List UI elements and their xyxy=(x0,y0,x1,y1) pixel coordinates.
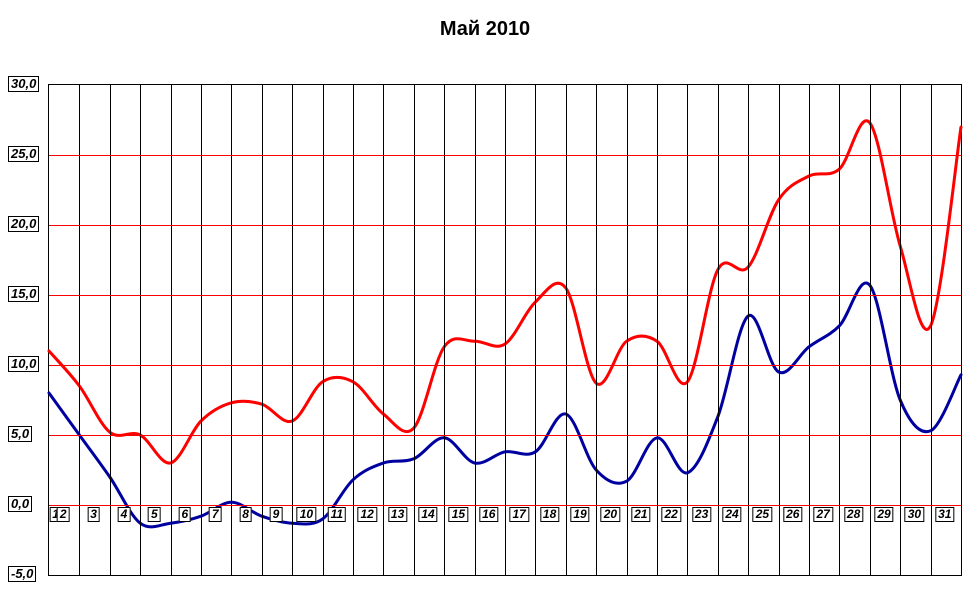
vgrid-line xyxy=(353,85,354,575)
x-axis-label: 18 xyxy=(540,507,559,522)
x-axis-label: 10 xyxy=(297,507,316,522)
x-axis-label: 9 xyxy=(270,507,283,522)
x-axis-label: 5 xyxy=(148,507,161,522)
vgrid-line xyxy=(687,85,688,575)
y-axis-label: 25,0 xyxy=(8,146,39,162)
hgrid-line xyxy=(49,435,961,436)
x-axis-label: 6 xyxy=(178,507,191,522)
y-axis-label: -5,0 xyxy=(8,566,36,582)
vgrid-line xyxy=(839,85,840,575)
vgrid-line xyxy=(809,85,810,575)
vgrid-line xyxy=(201,85,202,575)
x-axis-label: 11 xyxy=(328,507,346,522)
x-axis-label: 13 xyxy=(388,507,407,522)
vgrid-line xyxy=(110,85,111,575)
x-axis-label: 15 xyxy=(449,507,468,522)
vgrid-line xyxy=(900,85,901,575)
y-axis-label: 15,0 xyxy=(8,286,39,302)
x-axis-label: 25 xyxy=(753,507,772,522)
vgrid-line xyxy=(718,85,719,575)
x-axis-label: 17 xyxy=(510,507,529,522)
hgrid-line xyxy=(49,225,961,226)
vgrid-line xyxy=(627,85,628,575)
y-axis-label: 20,0 xyxy=(8,216,39,232)
x-axis-label: 7 xyxy=(209,507,222,522)
hgrid-line xyxy=(49,155,961,156)
vgrid-line xyxy=(657,85,658,575)
x-axis-label: 27 xyxy=(814,507,833,522)
vgrid-line xyxy=(931,85,932,575)
vgrid-line xyxy=(262,85,263,575)
chart-title: Май 2010 xyxy=(0,18,970,41)
x-axis-label: 16 xyxy=(479,507,498,522)
x-axis-label: 31 xyxy=(935,507,954,522)
x-axis-label: 14 xyxy=(418,507,437,522)
vgrid-line xyxy=(79,85,80,575)
vgrid-line xyxy=(323,85,324,575)
y-axis-label: 30,0 xyxy=(8,76,39,92)
vgrid-line xyxy=(292,85,293,575)
vgrid-line xyxy=(596,85,597,575)
x-axis-label: 4 xyxy=(118,507,131,522)
plot-area xyxy=(48,84,962,576)
hgrid-line xyxy=(49,295,961,296)
x-axis-label: 12 xyxy=(358,507,377,522)
vgrid-line xyxy=(140,85,141,575)
vgrid-line xyxy=(414,85,415,575)
x-axis-label: 30 xyxy=(905,507,924,522)
vgrid-line xyxy=(383,85,384,575)
vgrid-line xyxy=(231,85,232,575)
vgrid-line xyxy=(779,85,780,575)
x-axis-label: 26 xyxy=(783,507,802,522)
vgrid-line xyxy=(870,85,871,575)
vgrid-line xyxy=(171,85,172,575)
y-axis-label: 0,0 xyxy=(8,496,32,512)
x-axis-label: 24 xyxy=(722,507,741,522)
vgrid-line xyxy=(566,85,567,575)
hgrid-line xyxy=(49,365,961,366)
chart-container: Май 2010 -5,0 0,0 5,0 10,0 15,0 20,0 25,0 30,0 1… xyxy=(0,0,970,601)
x-axis-label: 19 xyxy=(570,507,589,522)
vgrid-line xyxy=(535,85,536,575)
x-axis-label: 8 xyxy=(239,507,252,522)
y-axis-label: 5,0 xyxy=(8,426,32,442)
x-axis-label: 2 xyxy=(57,507,70,522)
x-axis-label: 28 xyxy=(844,507,863,522)
vgrid-line xyxy=(444,85,445,575)
vgrid-line xyxy=(505,85,506,575)
x-axis-label: 29 xyxy=(874,507,893,522)
x-axis-label: 20 xyxy=(601,507,620,522)
x-axis-label: 23 xyxy=(692,507,711,522)
vgrid-line xyxy=(748,85,749,575)
x-axis-label: 22 xyxy=(662,507,681,522)
x-axis-label: 3 xyxy=(87,507,100,522)
x-axis-label: 21 xyxy=(631,507,650,522)
vgrid-line xyxy=(475,85,476,575)
y-axis-label: 10,0 xyxy=(8,356,39,372)
